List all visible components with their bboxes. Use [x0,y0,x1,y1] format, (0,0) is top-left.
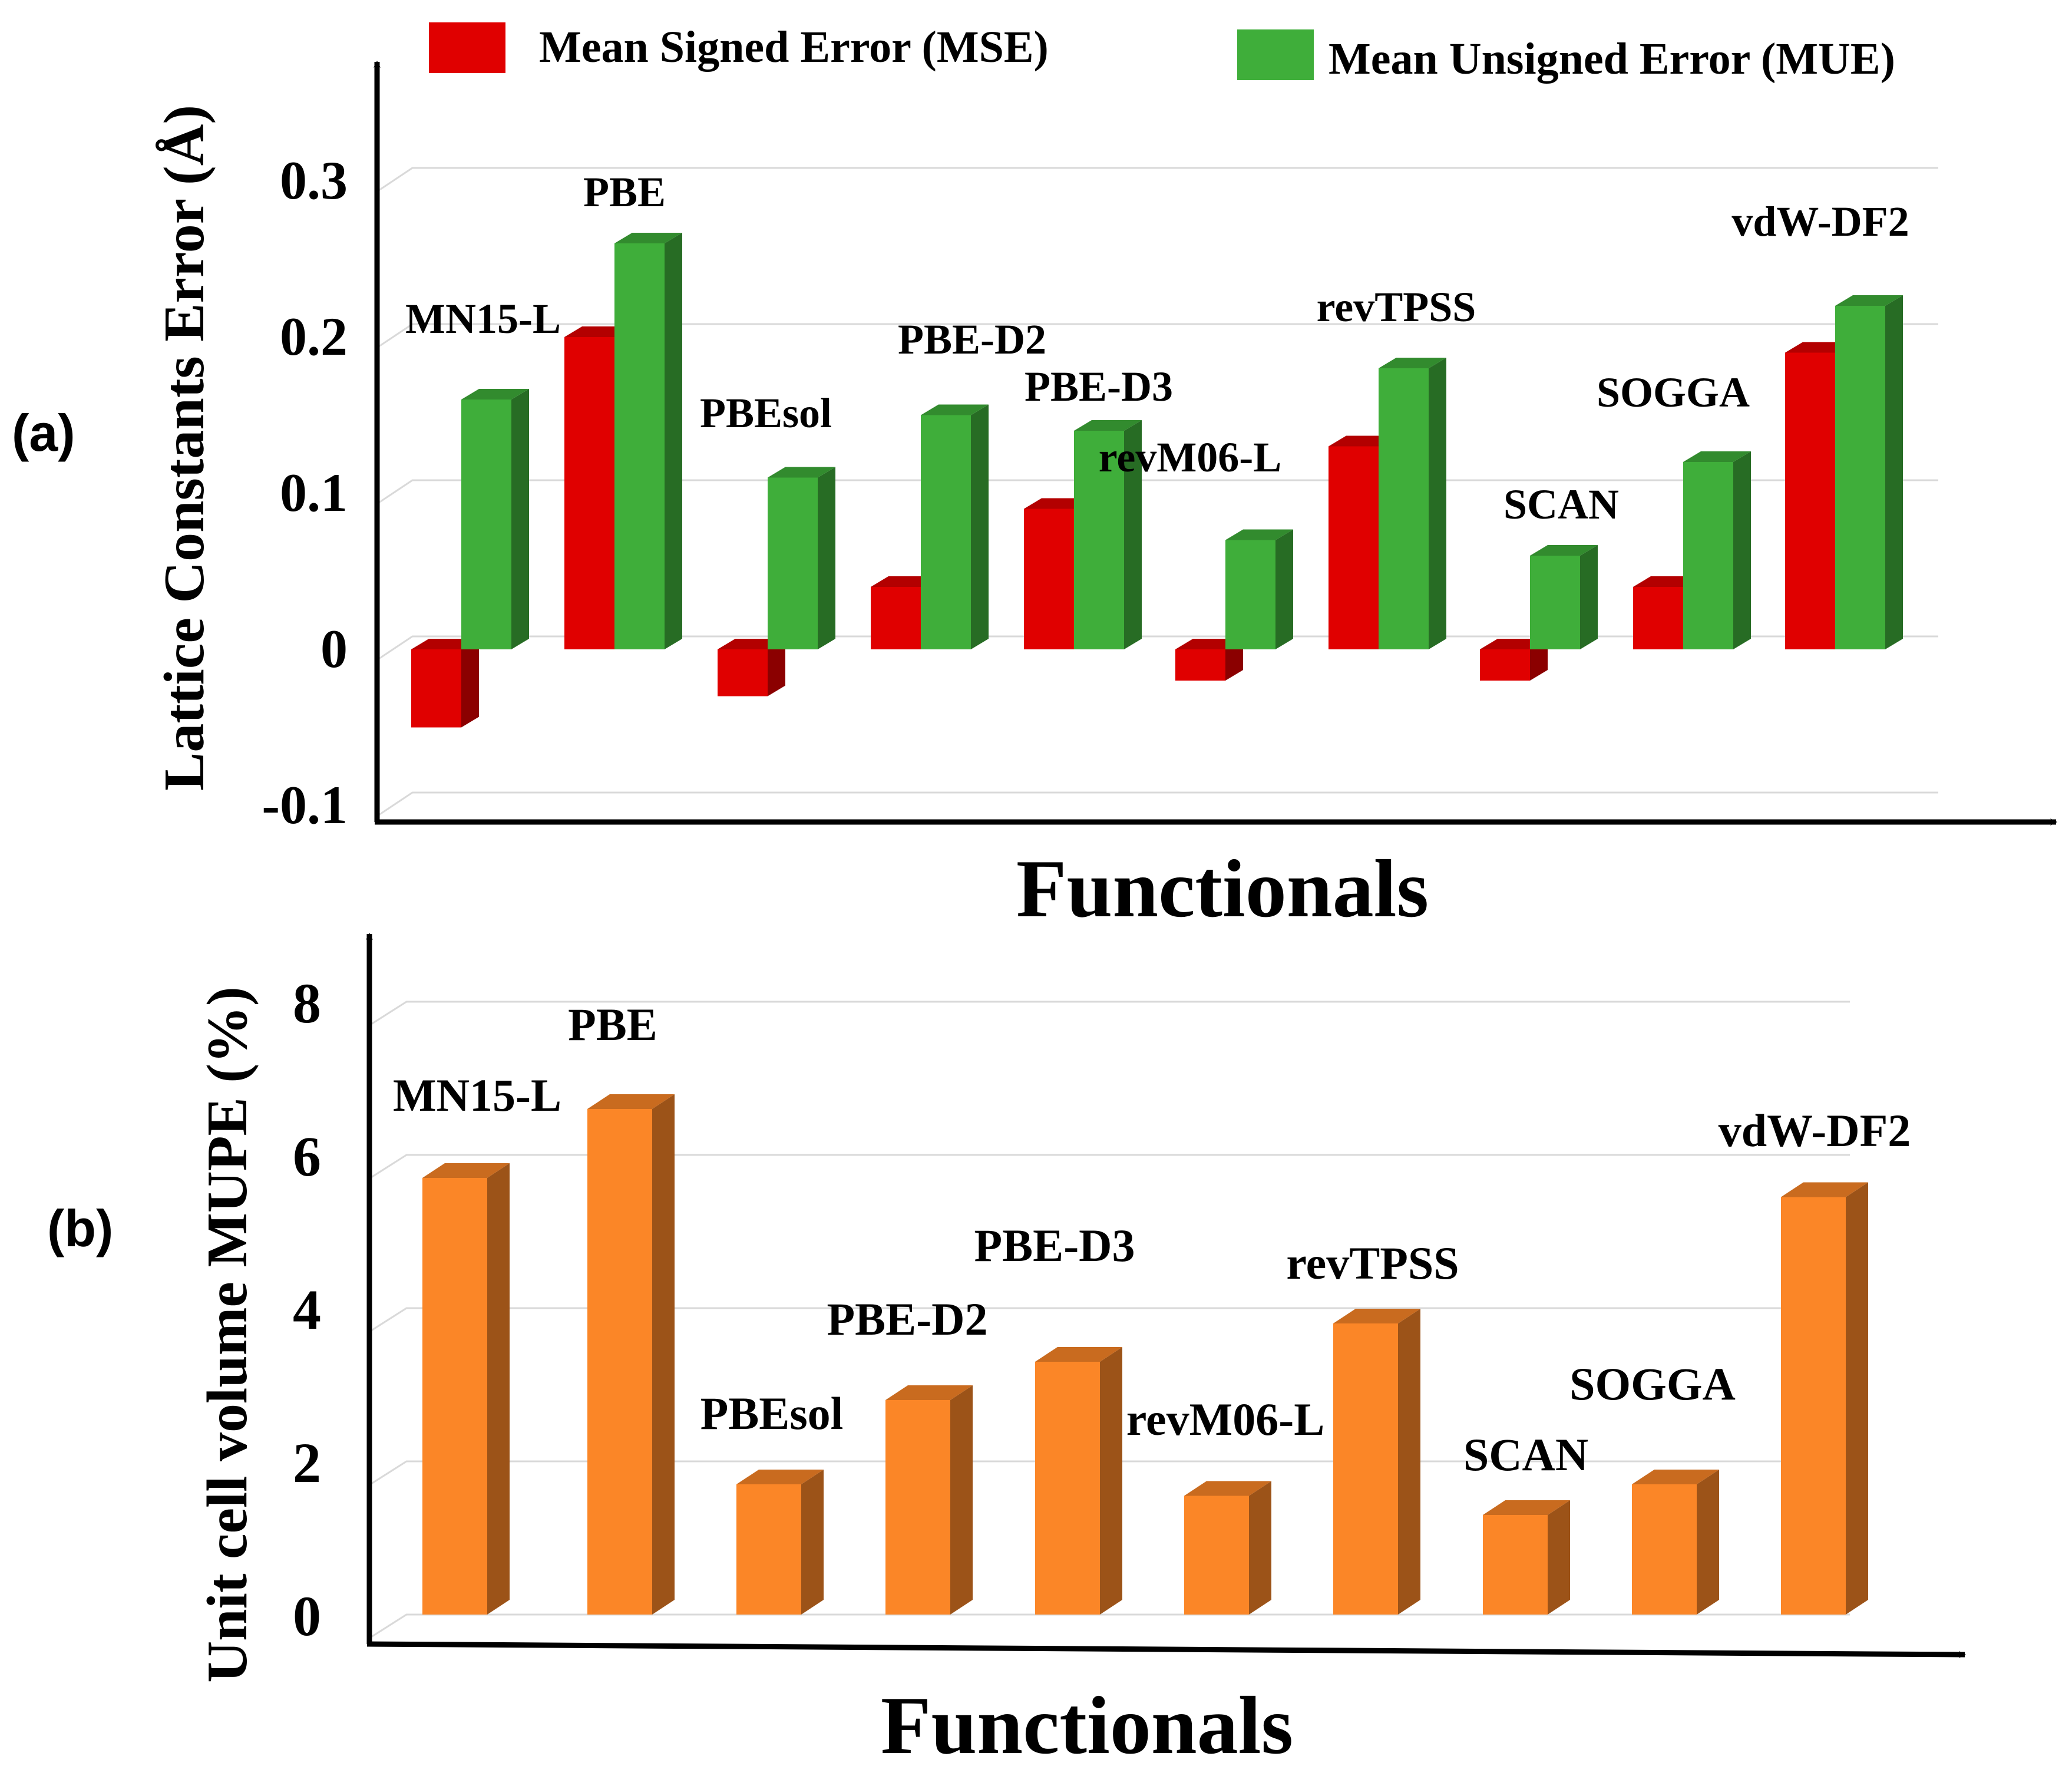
panel-a-y-tick-label: 0.1 [280,463,348,523]
mue-bar [1225,529,1293,649]
panel-b-y-tick-label: 4 [293,1278,321,1341]
panel-a-category-label: vdW-DF2 [1731,198,1909,245]
panel-b-category-label: PBE-D3 [974,1220,1135,1271]
mupe-bar [885,1385,973,1615]
legend-mue-label: Mean Unsigned Error (MUE) [1329,34,1895,84]
mupe-bar [587,1094,675,1615]
panel-a-category-label: revM06-L [1099,434,1282,481]
mupe-bar [1184,1481,1271,1615]
panel-b-y-tick-label: 6 [293,1125,321,1188]
mupe-bar [1781,1182,1868,1615]
panel-a-y-tick-label: 0.3 [280,150,348,210]
panel-b-category-label: SOGGA [1569,1358,1736,1409]
panel-b-category-label: PBE-D2 [827,1293,988,1345]
panel-a-category-label: SOGGA [1597,369,1750,416]
panel-a-category-label: PBE-D3 [1025,363,1173,410]
panel-a-category-label: PBEsol [700,389,832,437]
mupe-bar [1333,1309,1420,1615]
mupe-bar [1035,1347,1122,1615]
panel-a-y-axis-title: Lattice Constants Error (Å) [153,105,216,791]
panel-b-category-label: PBE [568,999,657,1050]
panel-a-x-axis-title: Functionals [1016,843,1429,935]
panel-a-gridline [376,323,1938,349]
panel-a-category-label: PBE [583,169,666,216]
legend-mue-swatch [1237,29,1314,80]
panel-a-gridline [376,167,1938,193]
mupe-bar [1483,1500,1570,1615]
panel-b-letter: (b) [47,1199,113,1257]
panel-b-x-axis [366,1641,1966,1658]
panel-b-category-label: revM06-L [1126,1394,1324,1445]
legend-mse-swatch [429,22,505,73]
panel-b-gridline [369,1613,1850,1639]
panel-b-gridline [369,1001,1850,1026]
panel-b-y-tick-label: 2 [293,1431,321,1494]
mue-bar [1074,420,1142,649]
panel-a-y-tick-label: 0.2 [280,306,348,367]
panel-a-category-label: MN15-L [405,295,561,342]
panel-b-bars [422,1094,1868,1615]
panel-b-category-label: vdW-DF2 [1719,1105,1911,1156]
panel-b-gridline [369,1307,1850,1333]
mue-bar [1530,545,1598,649]
panel-b-gridline [369,1154,1850,1180]
panel-b-y-tick-label: 0 [293,1584,321,1648]
panel-b-y-ticks: 0 2 4 6 8 [293,972,321,1648]
mupe-bar [736,1470,824,1615]
mse-bar [411,639,479,728]
mue-bar [1379,358,1446,649]
panel-b-category-label: revTPSS [1286,1237,1459,1289]
mue-bar [461,389,529,649]
legend-mse-label: Mean Signed Error (MSE) [539,22,1049,72]
panel-a-category-label: revTPSS [1317,283,1476,331]
panel-a-chart: -0.1 0 0.1 0.2 0.3 MN15-L PBE PBEsol PBE-D2PBE-… [153,22,2057,935]
panel-a-category-label: PBE-D2 [898,316,1046,363]
mue-bar [921,404,989,649]
panel-a-gridline [376,791,1938,817]
mupe-bar [1632,1470,1719,1615]
mupe-bar [422,1163,510,1615]
panel-b-category-label: PBEsol [700,1388,844,1439]
panel-b-x-axis-title: Functionals [881,1680,1293,1771]
panel-a-category-label: SCAN [1503,481,1619,528]
mue-bar [1835,295,1903,649]
mue-bar [768,467,835,649]
panel-a-y-tick-label: -0.1 [262,775,348,835]
panel-a-letter: (a) [12,404,75,462]
panel-b-category-label: MN15-L [393,1069,561,1121]
mue-bar [614,233,682,649]
panel-b-y-axis-title: Unit cell volume MUPE (%) [196,986,259,1682]
mue-bar [1683,451,1751,649]
panel-a-bars [411,233,1903,728]
panel-a-y-tick-label: 0 [320,619,348,679]
panel-a-legend: Mean Signed Error (MSE) Mean Unsigned Er… [429,22,1895,84]
panel-b-category-label: SCAN [1463,1429,1588,1480]
panel-a-y-ticks: -0.1 0 0.1 0.2 0.3 [262,150,348,835]
panel-b-y-tick-label: 8 [293,972,321,1035]
